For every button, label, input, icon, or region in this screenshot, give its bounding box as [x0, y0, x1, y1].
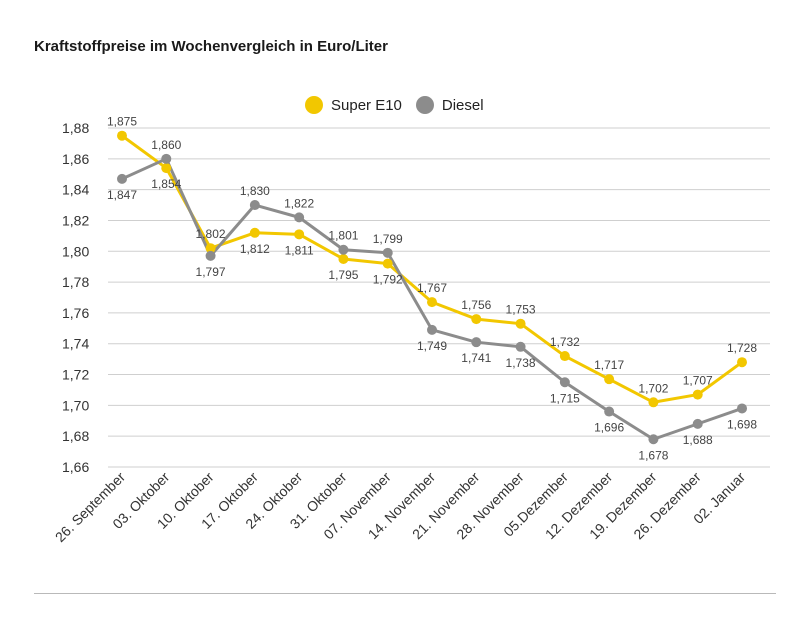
data-point-diesel: [471, 337, 482, 348]
data-label: 1,738: [506, 356, 536, 370]
data-point-diesel: [294, 212, 305, 223]
y-tick-label: 1,88: [62, 120, 89, 136]
data-point-super-e10: [338, 253, 349, 264]
data-label: 1,802: [196, 227, 226, 241]
data-point-diesel: [737, 403, 747, 414]
data-label: 1,698: [727, 417, 757, 431]
data-point-super-e10: [559, 351, 570, 362]
data-label: 1,741: [461, 351, 491, 365]
y-tick-label: 1,78: [62, 274, 89, 290]
data-label: 1,728: [727, 341, 757, 355]
data-label: 1,799: [373, 232, 403, 246]
data-label: 1,854: [151, 177, 181, 191]
data-point-super-e10: [382, 258, 393, 269]
y-tick-label: 1,86: [62, 151, 89, 167]
x-tick-label: 26. September: [52, 469, 128, 545]
data-point-super-e10: [737, 357, 747, 368]
data-point-diesel: [161, 153, 172, 164]
data-label: 1,811: [285, 243, 314, 257]
y-tick-label: 1,66: [62, 459, 89, 475]
data-point-diesel: [648, 434, 659, 445]
data-point-diesel: [338, 244, 349, 255]
data-label: 1,717: [594, 358, 624, 372]
data-point-diesel: [604, 406, 615, 417]
data-label: 1,715: [550, 391, 580, 405]
data-label: 1,707: [683, 374, 713, 388]
legend-swatch-super-e10: [305, 96, 323, 114]
data-label: 1,756: [461, 298, 491, 312]
y-tick-label: 1,70: [62, 397, 89, 413]
data-point-super-e10: [205, 243, 216, 254]
data-label: 1,830: [240, 184, 270, 198]
data-point-super-e10: [692, 389, 703, 400]
data-point-super-e10: [249, 227, 260, 238]
legend-label-diesel: Diesel: [441, 96, 484, 114]
data-label: 1,792: [373, 273, 403, 287]
data-label: 1,801: [328, 229, 358, 243]
data-point-diesel: [205, 250, 216, 261]
data-point-super-e10: [604, 374, 615, 385]
data-label: 1,749: [417, 339, 447, 353]
data-label: 1,797: [196, 265, 226, 279]
legend: Super E10 Diesel: [305, 96, 484, 114]
data-label: 1,702: [638, 381, 668, 395]
data-label: 1,732: [550, 335, 580, 349]
y-tick-label: 1,80: [62, 243, 89, 259]
data-point-super-e10: [427, 297, 437, 308]
legend-item-super-e10: Super E10: [305, 96, 402, 114]
data-label: 1,688: [683, 433, 713, 447]
data-point-super-e10: [117, 130, 127, 141]
data-label: 1,678: [638, 448, 668, 462]
data-point-diesel: [382, 247, 393, 258]
data-label: 1,875: [107, 115, 137, 129]
y-tick-label: 1,84: [62, 182, 89, 198]
data-label: 1,847: [107, 188, 137, 202]
bottom-divider: [34, 593, 776, 594]
data-point-diesel: [249, 200, 260, 211]
data-label: 1,812: [240, 242, 270, 256]
y-tick-label: 1,74: [62, 336, 89, 352]
y-tick-label: 1,82: [62, 212, 89, 228]
data-point-diesel: [427, 324, 437, 335]
data-point-diesel: [117, 173, 127, 184]
legend-label-super-e10: Super E10: [331, 96, 402, 114]
data-label: 1,753: [506, 303, 536, 317]
data-point-super-e10: [648, 397, 659, 408]
data-point-diesel: [692, 418, 703, 429]
y-tick-label: 1,72: [62, 367, 89, 383]
legend-swatch-diesel: [415, 96, 434, 114]
data-point-diesel: [559, 377, 570, 388]
y-tick-label: 1,68: [62, 428, 89, 444]
data-label: 1,696: [594, 421, 624, 435]
legend-item-diesel: Diesel: [415, 96, 484, 114]
data-label: 1,767: [417, 281, 447, 295]
data-label: 1,860: [151, 138, 181, 152]
data-point-super-e10: [515, 318, 526, 329]
y-tick-label: 1,76: [62, 305, 89, 321]
chart-title: Kraftstoffpreise im Wochenvergleich in E…: [34, 38, 388, 55]
data-label: 1,822: [284, 196, 314, 210]
data-label: 1,795: [328, 268, 358, 282]
data-point-diesel: [515, 341, 526, 352]
data-point-super-e10: [161, 163, 172, 174]
data-point-super-e10: [294, 229, 305, 240]
data-point-super-e10: [471, 314, 482, 325]
